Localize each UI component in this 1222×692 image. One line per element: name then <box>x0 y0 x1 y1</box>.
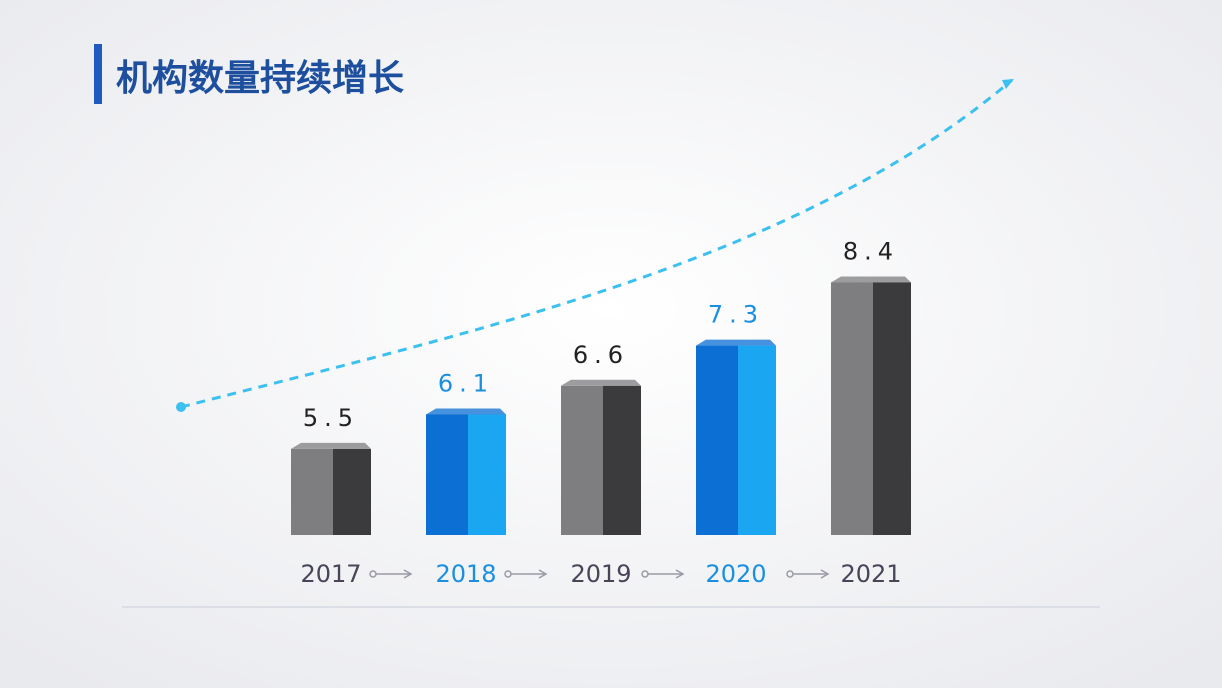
x-tick-label: 2021 <box>840 560 901 588</box>
bar-front <box>696 345 738 535</box>
x-tick-label: 2019 <box>570 560 631 588</box>
bar-front <box>291 448 333 535</box>
bar-top <box>561 379 641 386</box>
x-tick-label: 2018 <box>435 560 496 588</box>
trend-curve <box>180 78 1013 409</box>
value-label: 5.5 <box>303 404 359 432</box>
x-tick-label: 2020 <box>705 560 766 588</box>
bar-front <box>426 414 468 535</box>
bar-front <box>561 385 603 535</box>
bar-top <box>291 442 371 449</box>
x-tick-label: 2017 <box>300 560 361 588</box>
bar-side <box>468 414 506 535</box>
value-label: 7.3 <box>708 301 764 329</box>
value-label: 6.1 <box>438 369 494 397</box>
bar-front <box>831 282 873 535</box>
bar-top <box>426 408 506 415</box>
trend-arrow <box>1002 79 1014 89</box>
value-label: 8.4 <box>843 237 899 265</box>
chart-title: 机构数量持续增长 <box>116 58 404 99</box>
title-accent <box>94 44 102 104</box>
bar-side <box>873 282 911 535</box>
trend-start <box>176 402 186 412</box>
value-label: 6.6 <box>573 341 629 369</box>
bar-side <box>333 448 371 535</box>
bar-top <box>696 339 776 346</box>
bar-side <box>603 385 641 535</box>
bar-top <box>831 276 911 283</box>
year-arrows <box>369 569 830 579</box>
bar-side <box>738 345 776 535</box>
